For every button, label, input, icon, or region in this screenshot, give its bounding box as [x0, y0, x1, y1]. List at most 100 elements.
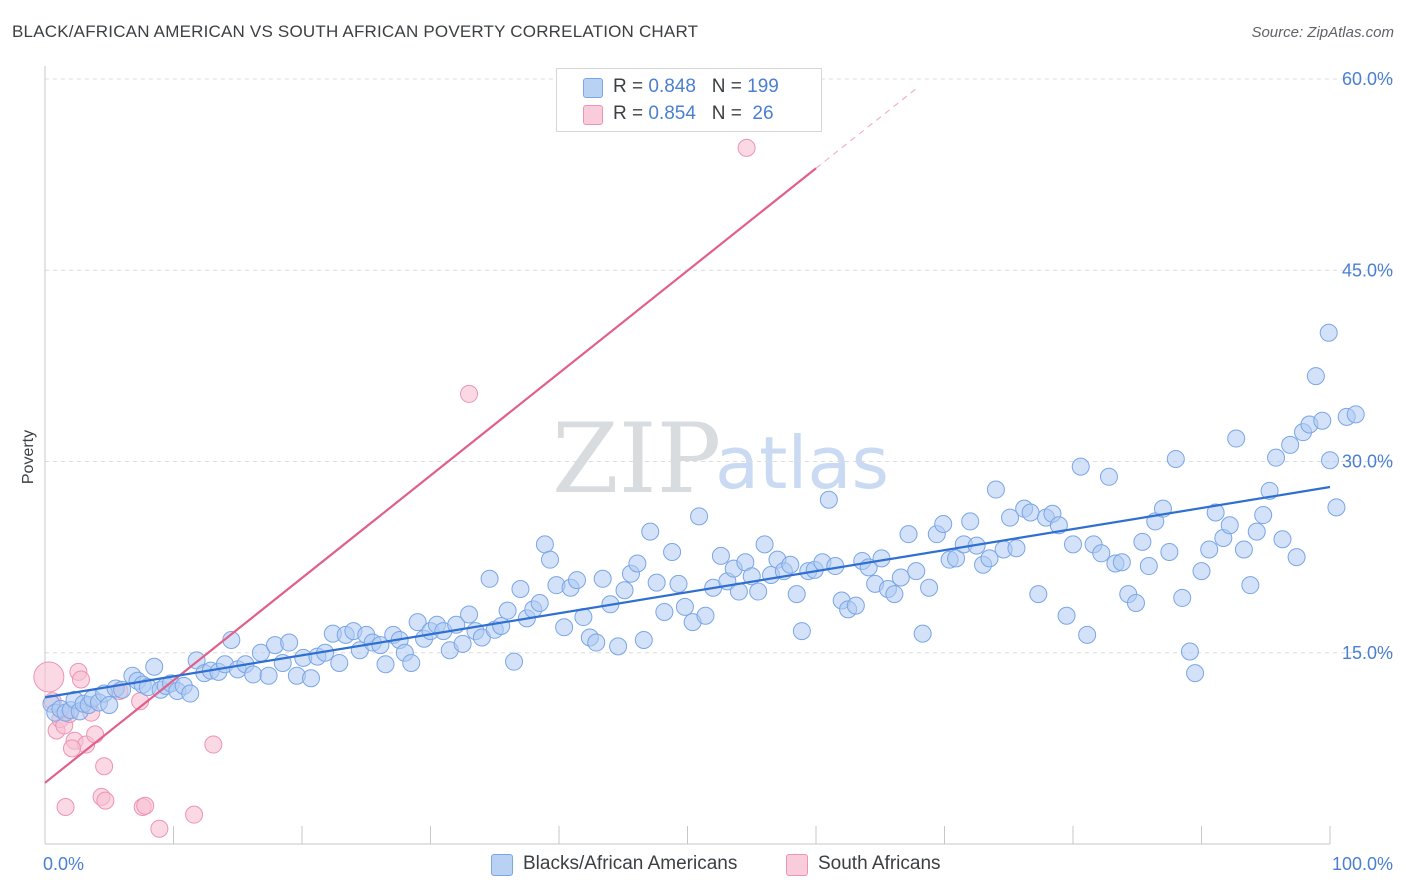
blacks-point — [1220, 516, 1239, 535]
bottom-legend-swatch-pink — [786, 854, 808, 876]
blacks-point — [1254, 506, 1273, 525]
blacks-point — [1281, 435, 1300, 454]
south-africans-point — [460, 384, 479, 403]
blacks-point — [1313, 411, 1332, 430]
blacks-point — [1099, 467, 1118, 486]
blacks-point — [980, 549, 999, 568]
south-africans-point — [737, 138, 756, 157]
blacks-point — [787, 585, 806, 604]
grid — [45, 78, 1394, 654]
blacks-point — [587, 633, 606, 652]
blacks-point — [1186, 664, 1205, 683]
blacks-point — [781, 555, 800, 574]
axis-labels: 15.0% 30.0% 45.0% 60.0% 0.0% 100.0% Poverty — [20, 69, 1393, 874]
legend-n-value: 26 — [747, 103, 774, 124]
south-africans-trendline — [44, 167, 817, 784]
x-tick-label: 100.0% — [1332, 854, 1393, 874]
blacks-point — [615, 581, 634, 600]
blacks-point — [280, 633, 299, 652]
blacks-point — [145, 657, 164, 676]
blacks-point — [530, 594, 549, 613]
blacks-point — [913, 624, 932, 643]
blacks-point — [934, 514, 953, 533]
blacks-point — [1049, 516, 1068, 535]
blacks-point — [696, 606, 715, 625]
blacks-point — [885, 585, 904, 604]
x-tick-label: 0.0% — [43, 854, 84, 874]
blacks-point — [1029, 585, 1048, 604]
blacks-point — [1247, 522, 1266, 541]
blacks-point — [655, 602, 674, 621]
legend-row-blacks: R = 0.848 N = 199 — [583, 75, 779, 101]
watermark-atlas: atlas — [715, 421, 889, 505]
blacks-trendline — [44, 485, 1331, 699]
blacks-point — [408, 613, 427, 632]
south-africans-point — [150, 819, 169, 838]
chart-title: BLACK/AFRICAN AMERICAN VS SOUTH AFRICAN … — [12, 22, 699, 41]
blacks-point — [593, 569, 612, 588]
blacks-point — [1064, 535, 1082, 554]
blacks-point — [1319, 323, 1338, 342]
trendlines — [44, 86, 1331, 784]
blacks-point — [690, 507, 709, 526]
blacks-point — [1206, 503, 1225, 522]
blacks-point — [1057, 606, 1076, 625]
blacks-point — [1021, 503, 1040, 522]
blacks-point — [663, 543, 682, 562]
legend-swatch-pink — [583, 105, 603, 125]
south-africans-point — [136, 796, 155, 815]
blacks-point — [460, 605, 479, 624]
blacks-point — [947, 549, 966, 568]
blacks-point — [1287, 548, 1306, 567]
legend-r-label: R = — [613, 76, 649, 97]
blacks-point — [1241, 576, 1260, 595]
blacks-point — [567, 571, 586, 590]
blacks-point — [647, 573, 666, 592]
south-africans-point — [185, 805, 204, 824]
south-africans-point — [33, 661, 65, 693]
blacks-point — [675, 597, 694, 616]
blacks-point — [609, 637, 628, 656]
blacks-point — [891, 568, 910, 587]
blacks-point — [301, 669, 320, 688]
y-tick-label: 15.0% — [1342, 643, 1393, 663]
blacks-point — [1192, 562, 1211, 581]
blacks-point — [555, 618, 574, 637]
blacks-point — [453, 634, 472, 653]
blacks-point — [1092, 544, 1111, 563]
y-axis-title: Poverty — [20, 430, 37, 484]
blacks-point — [749, 582, 768, 601]
blacks-point — [402, 653, 421, 672]
blacks-point — [1346, 405, 1365, 424]
blacks-point — [1180, 642, 1199, 661]
blacks-point — [1001, 508, 1020, 527]
y-tick-label: 30.0% — [1342, 452, 1393, 472]
blacks-point — [376, 655, 395, 674]
blacks-point — [330, 653, 349, 672]
blacks-point — [1306, 367, 1325, 386]
blacks-point — [492, 616, 511, 635]
blacks-point — [1327, 498, 1346, 517]
blacks-point — [792, 622, 811, 641]
blacks-point — [907, 562, 926, 581]
blacks-point — [100, 696, 119, 715]
legend-swatch-blue — [583, 78, 603, 98]
blacks-point — [1273, 530, 1292, 549]
blacks-point — [755, 535, 774, 554]
blacks-point — [819, 490, 838, 509]
watermark-zip: ZIP — [552, 403, 721, 515]
blacks-point — [1133, 532, 1152, 551]
blacks-point — [1260, 481, 1279, 500]
blacks-point — [920, 578, 939, 597]
south-africans-point — [96, 791, 115, 810]
blacks-points — [42, 323, 1365, 722]
watermark: ZIP atlas — [552, 403, 889, 515]
blacks-point — [1234, 540, 1253, 559]
blacks-point — [244, 665, 263, 684]
south-africans-point — [86, 725, 105, 744]
blacks-point — [1126, 594, 1145, 613]
south-africans-trendline-extension — [815, 86, 920, 169]
blacks-point — [1166, 449, 1185, 468]
legend-r-value: 0.848 — [648, 76, 696, 97]
